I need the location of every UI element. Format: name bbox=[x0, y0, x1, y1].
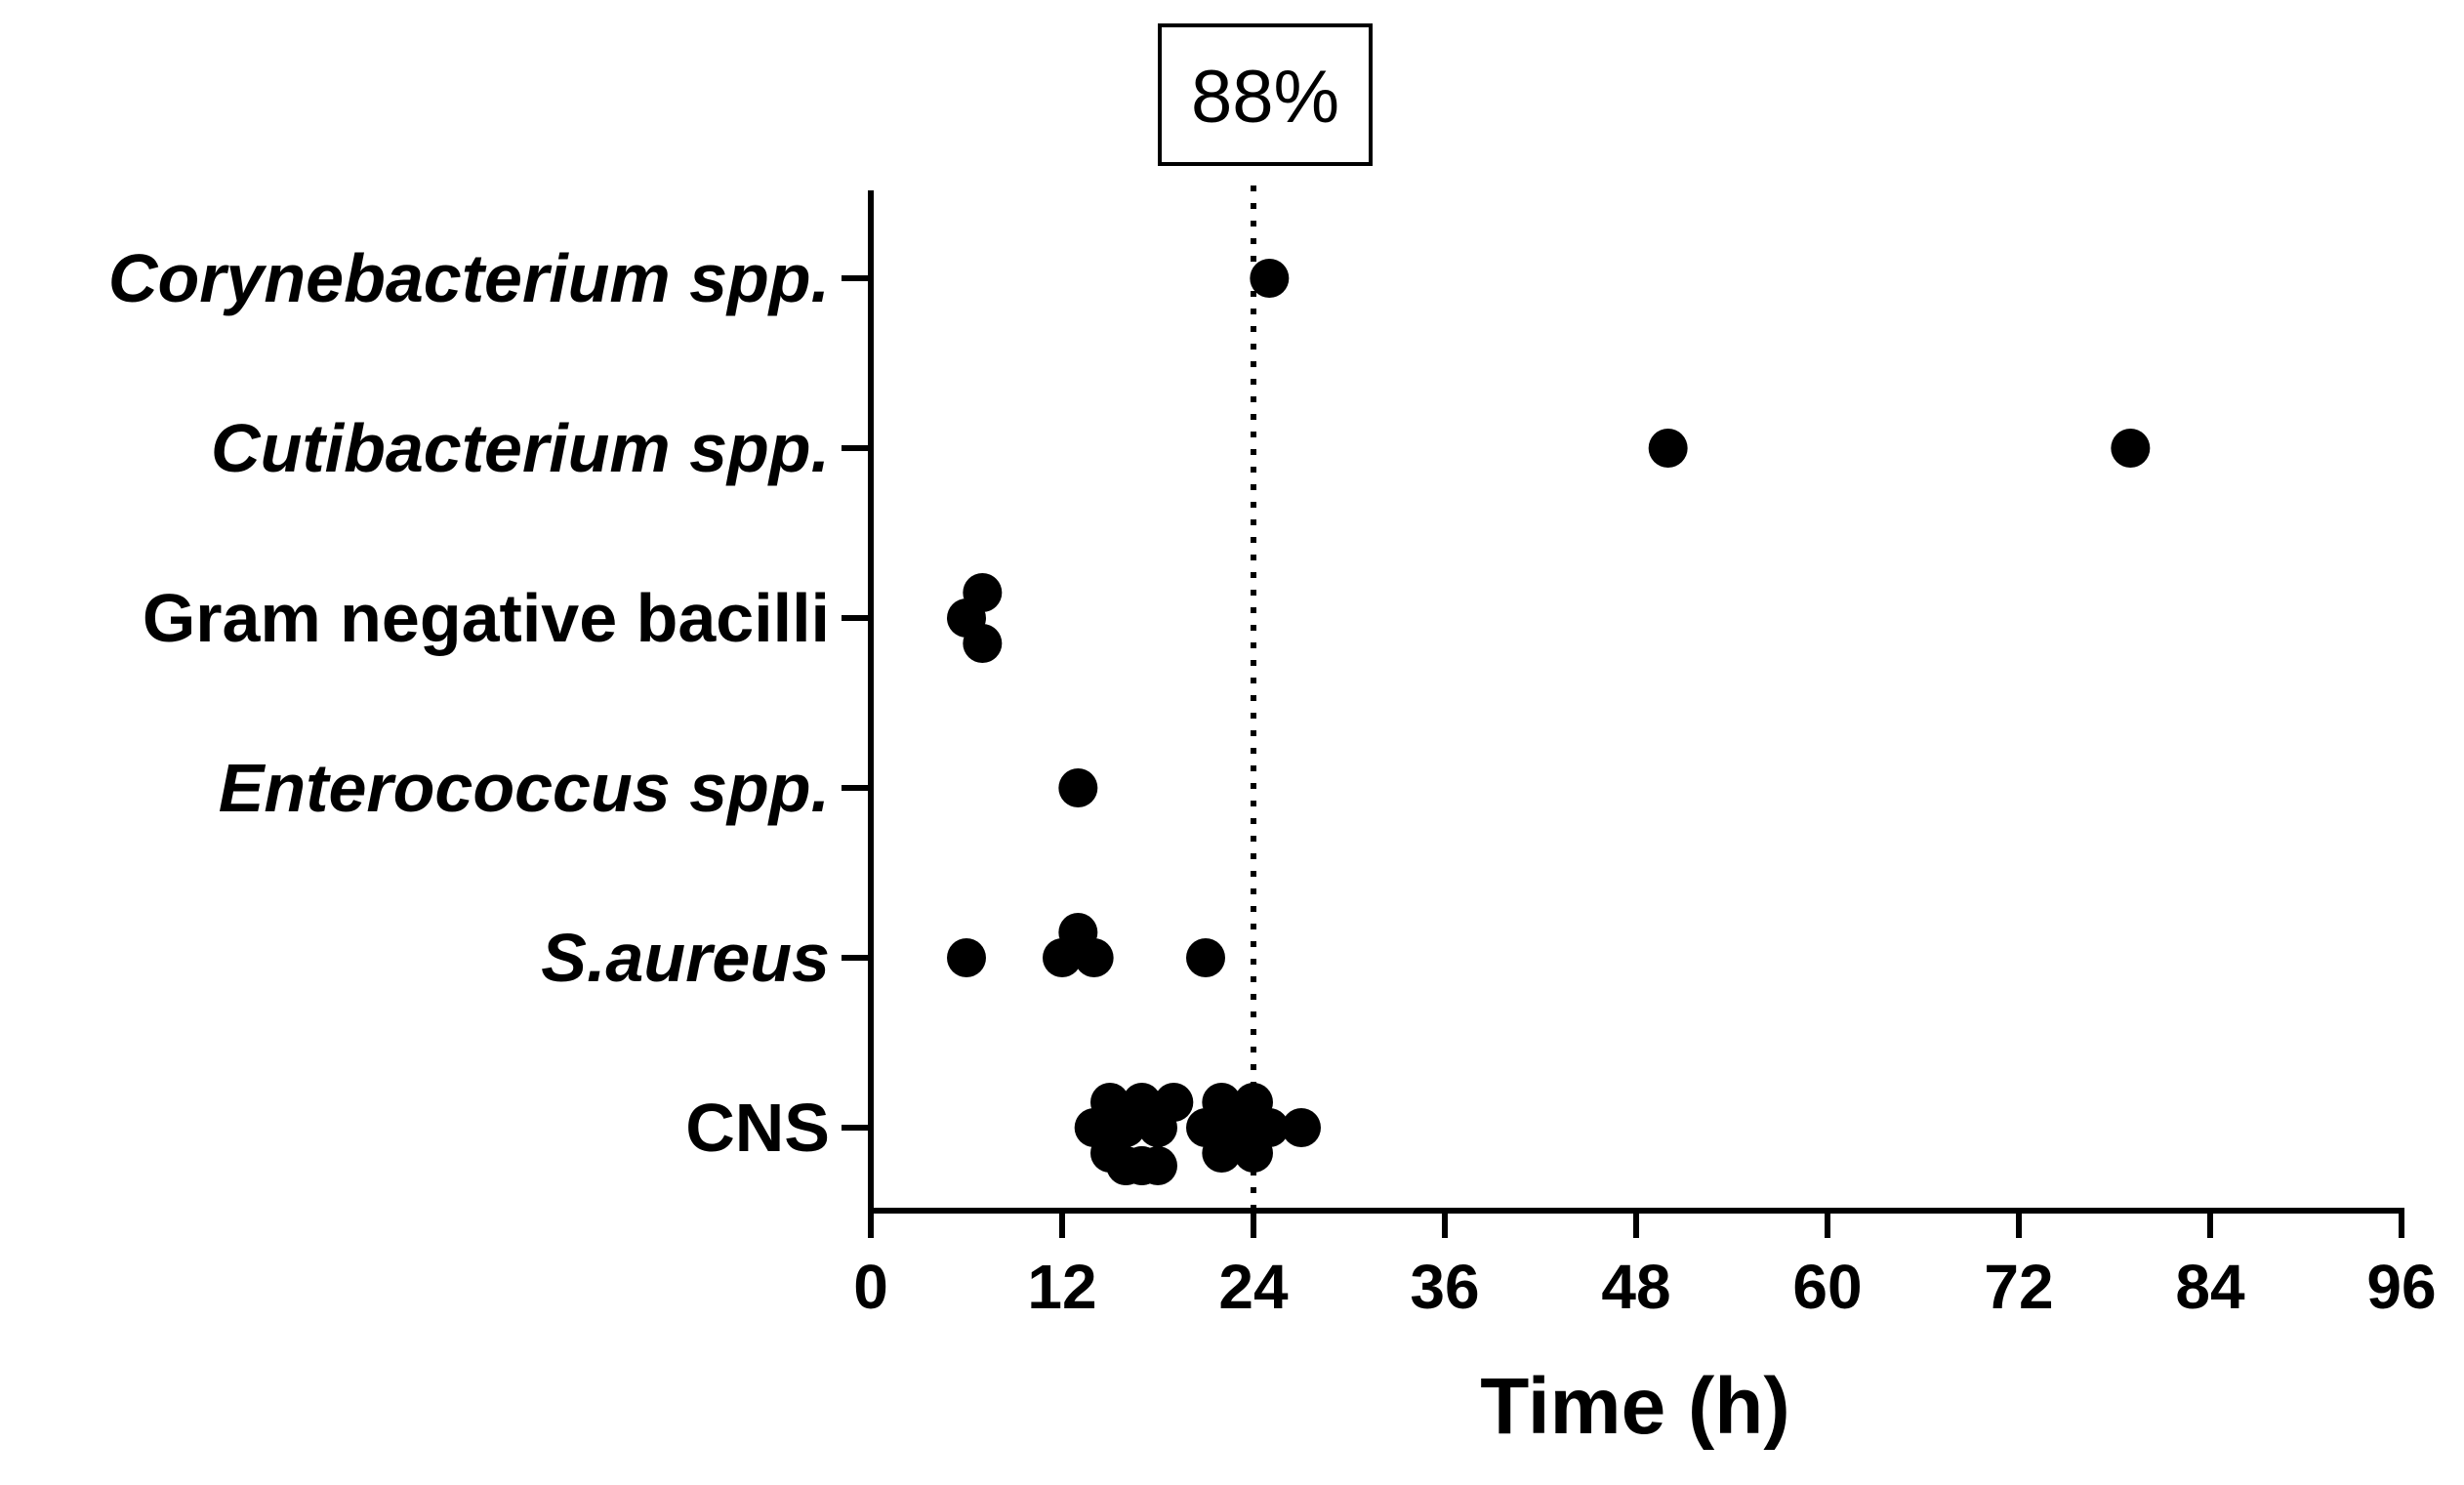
data-point bbox=[1154, 1083, 1194, 1122]
category-label: Gram negative bacilli bbox=[143, 580, 830, 656]
data-point bbox=[1074, 938, 1114, 977]
x-tick-label: 12 bbox=[1027, 1252, 1096, 1322]
x-tick-label: 0 bbox=[853, 1252, 888, 1322]
category-label: CNS bbox=[685, 1090, 830, 1166]
data-point bbox=[2111, 429, 2151, 468]
data-point bbox=[1058, 768, 1098, 807]
x-tick-label: 36 bbox=[1410, 1252, 1479, 1322]
data-point bbox=[1250, 1108, 1290, 1147]
x-tick-labels: 0 12 24 36 48 60 72 84 96 bbox=[853, 1252, 2436, 1322]
data-point bbox=[1250, 259, 1290, 298]
category-label: Cutibacterium spp. bbox=[211, 410, 830, 486]
x-tick-label: 60 bbox=[1792, 1252, 1862, 1322]
data-point bbox=[1186, 938, 1225, 977]
category-label: Corynebacterium spp. bbox=[108, 240, 830, 316]
data-point bbox=[1648, 429, 1688, 468]
category-labels: Corynebacterium spp. Cutibacterium spp. Gr… bbox=[108, 240, 830, 1166]
x-tick-label: 48 bbox=[1601, 1252, 1670, 1322]
data-point bbox=[963, 624, 1003, 663]
x-tick-label: 72 bbox=[1984, 1252, 2053, 1322]
data-point bbox=[947, 938, 986, 977]
annotation-box bbox=[1158, 23, 1373, 166]
annotation-group: 88% bbox=[1158, 23, 1373, 166]
x-tick-label: 96 bbox=[2366, 1252, 2436, 1322]
x-tick-label: 84 bbox=[2175, 1252, 2245, 1322]
category-label: Enterococcus spp. bbox=[219, 750, 830, 826]
axes bbox=[842, 190, 2404, 1238]
category-label: S.aureus bbox=[541, 920, 830, 996]
data-point bbox=[963, 573, 1003, 612]
data-point bbox=[1282, 1108, 1321, 1147]
data-points bbox=[947, 259, 2151, 1185]
x-tick-label: 24 bbox=[1218, 1252, 1289, 1322]
annotation-label: 88% bbox=[1191, 56, 1339, 139]
data-point bbox=[1138, 1146, 1177, 1185]
x-axis-title: Time (h) bbox=[1480, 1362, 1789, 1451]
